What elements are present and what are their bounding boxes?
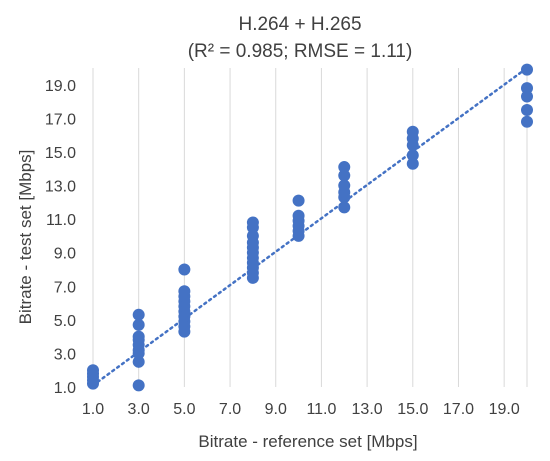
data-point	[406, 125, 419, 138]
data-points	[87, 63, 533, 392]
data-point	[178, 263, 191, 276]
data-point	[246, 216, 259, 229]
y-tick-label: 7.0	[54, 279, 76, 296]
y-tick-label: 1.0	[54, 380, 76, 397]
x-axis-label: Bitrate - reference set [Mbps]	[198, 432, 417, 451]
data-point	[521, 115, 533, 128]
data-point	[521, 63, 533, 76]
x-tick-label: 5.0	[173, 401, 195, 418]
x-tick-label: 9.0	[265, 401, 287, 418]
y-axis-ticks: 1.0 3.0 5.0 7.0 9.0 11.0 13.0 15.0 17.0 19.0	[45, 78, 76, 397]
y-tick-label: 13.0	[45, 179, 76, 196]
data-point	[521, 103, 533, 116]
data-point	[292, 209, 305, 222]
data-point	[406, 157, 419, 170]
x-tick-label: 13.0	[352, 401, 383, 418]
data-point	[246, 229, 259, 242]
x-tick-label: 11.0	[306, 401, 336, 418]
trendline	[91, 66, 529, 387]
data-point	[132, 379, 145, 392]
y-axis-label: Bitrate - test set [Mbps]	[16, 150, 35, 325]
y-tick-label: 15.0	[45, 145, 76, 162]
y-tick-label: 3.0	[54, 346, 76, 363]
data-point	[338, 161, 351, 174]
x-tick-label: 7.0	[219, 401, 241, 418]
y-tick-label: 11.0	[46, 212, 76, 229]
y-tick-label: 9.0	[54, 246, 76, 263]
x-tick-label: 17.0	[443, 401, 474, 418]
data-point	[132, 318, 145, 331]
data-point	[406, 149, 419, 162]
data-point	[521, 90, 533, 103]
data-point	[132, 330, 145, 343]
x-axis-ticks: 1.0 3.0 5.0 7.0 9.0 11.0 13.0 15.0 17.0 19.0	[82, 401, 520, 418]
chart-subtitle: (R² = 0.985; RMSE = 1.11)	[188, 41, 413, 62]
data-point	[292, 194, 305, 207]
data-point	[338, 169, 351, 182]
data-point	[338, 179, 351, 192]
y-tick-label: 19.0	[45, 78, 76, 95]
x-tick-label: 15.0	[397, 401, 428, 418]
y-tick-label: 5.0	[54, 313, 76, 330]
data-point	[132, 308, 145, 321]
x-tick-label: 3.0	[128, 401, 150, 418]
data-point	[521, 82, 533, 95]
x-tick-label: 19.0	[489, 401, 520, 418]
data-point	[178, 285, 191, 298]
x-tick-label: 1.0	[82, 401, 104, 418]
y-tick-label: 17.0	[45, 111, 76, 128]
data-point	[87, 364, 99, 377]
data-point	[132, 355, 145, 368]
chart-title: H.264 + H.265	[238, 14, 361, 35]
data-point	[338, 201, 351, 214]
